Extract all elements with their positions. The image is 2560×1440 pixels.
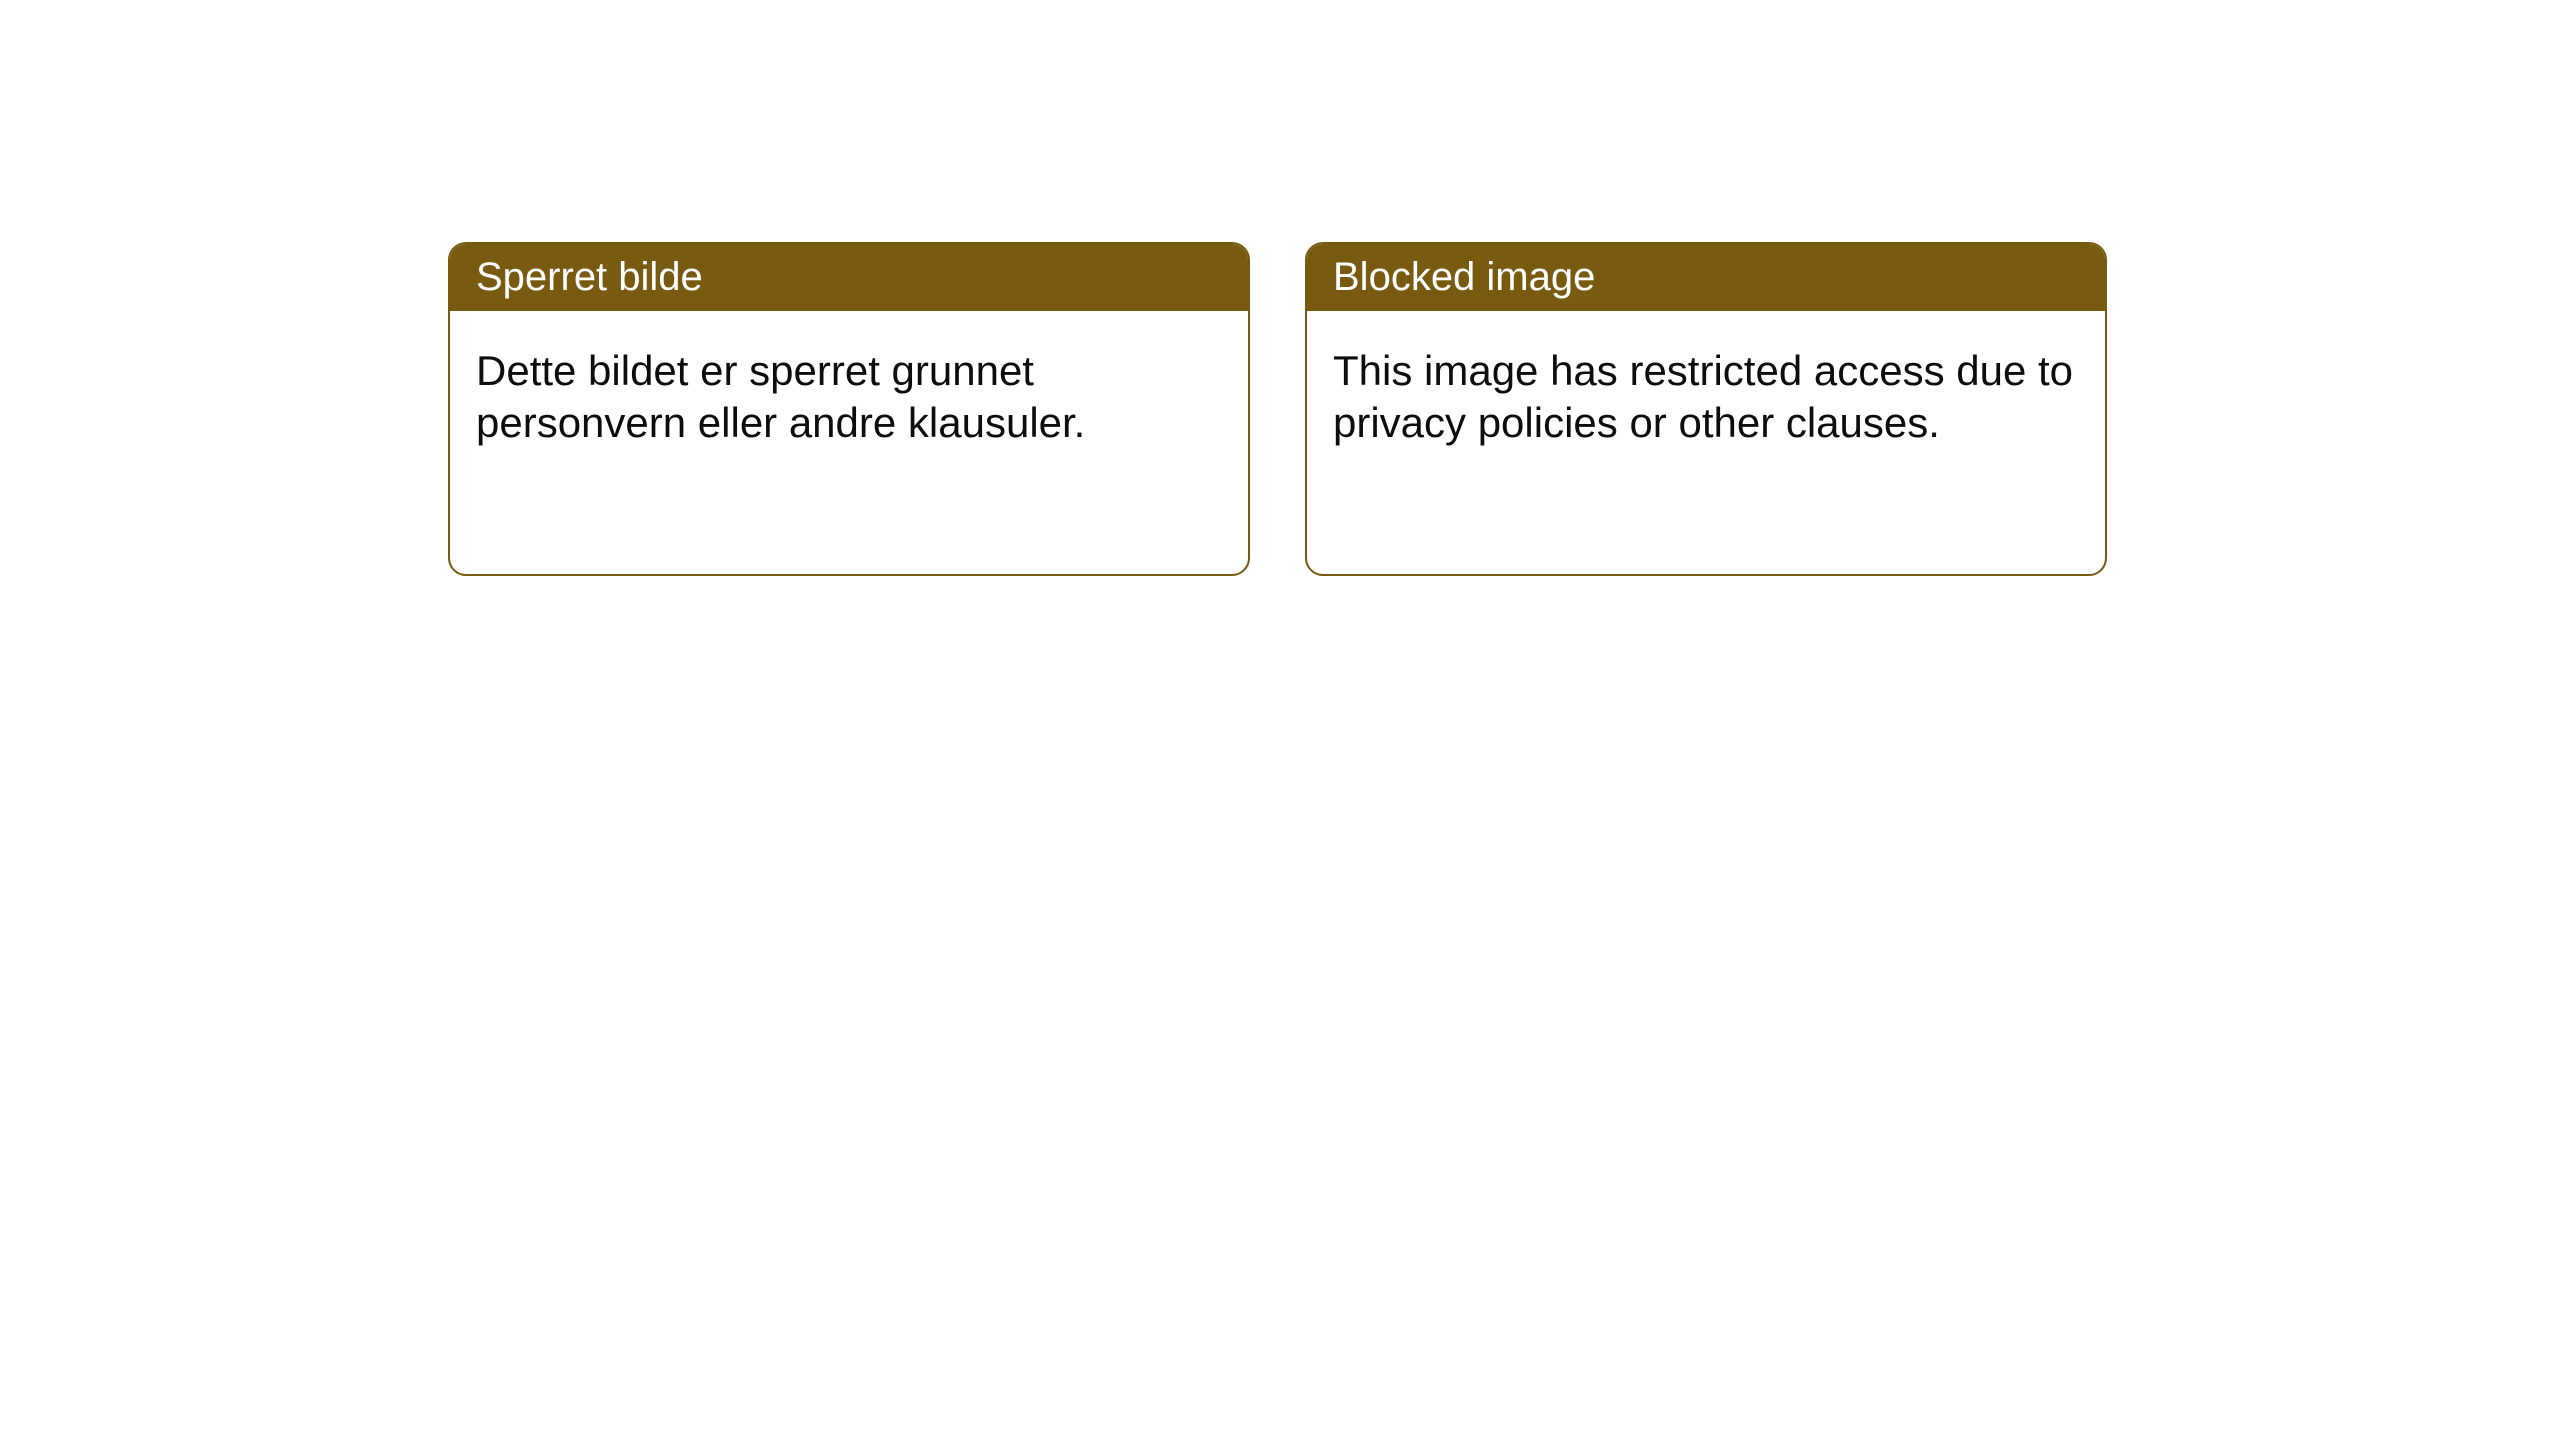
- notice-card-norwegian: Sperret bilde Dette bildet er sperret gr…: [448, 242, 1250, 576]
- card-header-text: Blocked image: [1333, 255, 1595, 299]
- card-body: Dette bildet er sperret grunnet personve…: [450, 311, 1248, 483]
- card-body-text: This image has restricted access due to …: [1333, 347, 2073, 446]
- card-header: Blocked image: [1307, 244, 2105, 311]
- notice-cards-container: Sperret bilde Dette bildet er sperret gr…: [0, 0, 2560, 576]
- card-header: Sperret bilde: [450, 244, 1248, 311]
- card-body: This image has restricted access due to …: [1307, 311, 2105, 483]
- notice-card-english: Blocked image This image has restricted …: [1305, 242, 2107, 576]
- card-body-text: Dette bildet er sperret grunnet personve…: [476, 347, 1085, 446]
- card-header-text: Sperret bilde: [476, 255, 703, 299]
